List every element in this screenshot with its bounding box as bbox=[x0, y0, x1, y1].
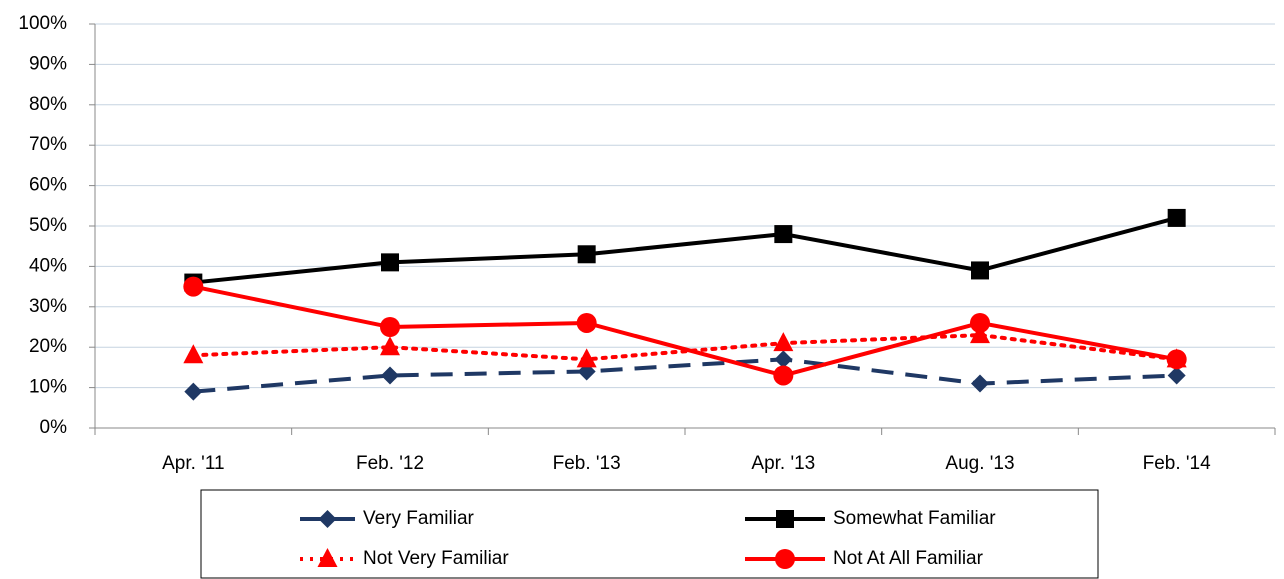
y-tick-label: 60% bbox=[29, 175, 67, 196]
x-tick-label: Feb. '14 bbox=[1143, 453, 1211, 474]
y-tick-label: 70% bbox=[29, 134, 67, 155]
series-line bbox=[193, 215, 1178, 285]
x-tick-label: Aug. '13 bbox=[945, 453, 1014, 474]
data-point bbox=[773, 365, 794, 386]
y-tick-label: 20% bbox=[29, 336, 67, 357]
legend-marker bbox=[775, 549, 795, 569]
data-point bbox=[1167, 366, 1186, 385]
y-tick-label: 80% bbox=[29, 94, 67, 115]
y-tick-label: 40% bbox=[29, 255, 67, 276]
legend-label: Somewhat Familiar bbox=[833, 508, 996, 529]
data-point bbox=[184, 382, 203, 401]
legend-marker bbox=[318, 510, 337, 528]
x-tick-label: Feb. '13 bbox=[553, 453, 621, 474]
data-point bbox=[971, 261, 989, 280]
data-point bbox=[774, 350, 793, 369]
data-point bbox=[971, 374, 989, 393]
data-point bbox=[773, 332, 794, 352]
y-tick-label: 90% bbox=[29, 53, 67, 74]
y-tick-label: 30% bbox=[29, 296, 67, 317]
legend-marker bbox=[776, 510, 794, 528]
data-point bbox=[774, 225, 793, 244]
legend-marker bbox=[317, 548, 338, 567]
legend-label: Not At All Familiar bbox=[833, 548, 984, 569]
data-point bbox=[576, 348, 597, 368]
data-point bbox=[183, 276, 204, 297]
legend-box bbox=[200, 489, 1099, 579]
data-point bbox=[1167, 208, 1186, 227]
data-point bbox=[380, 317, 400, 337]
data-point bbox=[576, 312, 597, 333]
data-point bbox=[577, 245, 596, 264]
y-tick-label: 100% bbox=[18, 13, 67, 34]
data-point bbox=[970, 324, 990, 344]
series-line bbox=[192, 284, 1178, 378]
y-tick-label: 0% bbox=[40, 417, 68, 438]
data-point bbox=[970, 312, 990, 333]
data-point bbox=[381, 253, 399, 272]
series-line bbox=[193, 357, 1177, 394]
legend-label: Not Very Familiar bbox=[363, 548, 509, 569]
legend-label: Very Familiar bbox=[363, 508, 475, 529]
x-tick-label: Feb. '12 bbox=[356, 453, 424, 474]
data-point bbox=[381, 366, 399, 385]
x-tick-label: Apr. '11 bbox=[162, 453, 224, 474]
x-tick-label: Apr. '13 bbox=[751, 453, 815, 474]
data-point bbox=[183, 344, 204, 364]
data-point bbox=[1166, 349, 1187, 370]
data-point bbox=[380, 336, 400, 356]
y-tick-label: 50% bbox=[29, 215, 67, 236]
y-tick-label: 10% bbox=[29, 377, 67, 398]
